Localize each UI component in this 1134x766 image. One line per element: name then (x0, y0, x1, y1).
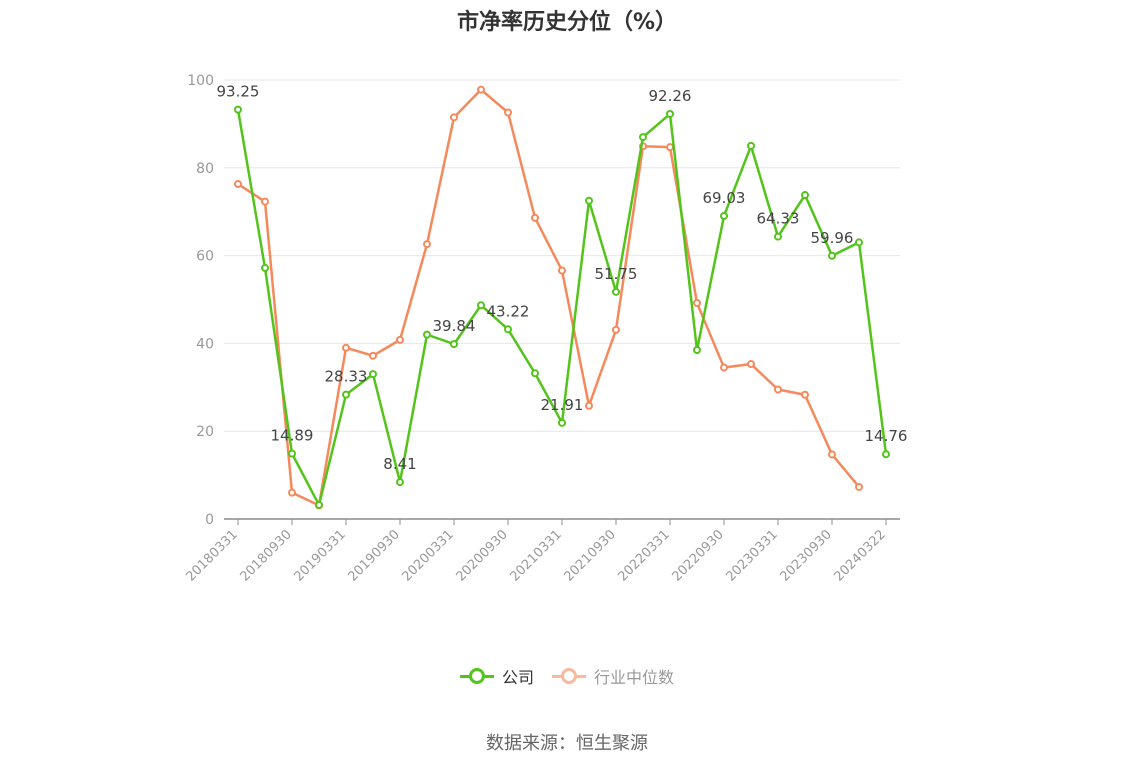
legend-label: 行业中位数 (594, 668, 675, 687)
data-label: 51.75 (595, 265, 638, 283)
data-point[interactable] (612, 325, 620, 334)
data-point[interactable] (450, 340, 458, 349)
data-point[interactable] (774, 232, 782, 241)
y-tick-label: 40 (196, 336, 214, 352)
data-point[interactable] (720, 363, 728, 372)
data-point[interactable] (855, 482, 863, 491)
data-point[interactable] (801, 390, 809, 399)
series-line (236, 109, 888, 507)
x-tick-label: 20180331 (183, 527, 240, 584)
data-point[interactable] (882, 450, 890, 459)
data-point[interactable] (234, 105, 242, 114)
data-point[interactable] (693, 345, 701, 354)
data-point[interactable] (423, 330, 431, 339)
data-label: 64.33 (757, 210, 800, 228)
data-point[interactable] (612, 287, 620, 296)
data-point[interactable] (477, 301, 485, 310)
data-point[interactable] (342, 390, 350, 399)
x-tick-label: 20230930 (777, 527, 834, 584)
data-point[interactable] (774, 385, 782, 394)
data-point[interactable] (315, 500, 323, 509)
legend-swatch-icon (552, 668, 586, 684)
x-tick-label: 20190331 (291, 527, 348, 584)
data-label: 28.33 (325, 368, 368, 386)
data-point[interactable] (801, 191, 809, 200)
data-label: 43.22 (487, 302, 530, 320)
x-tick-label: 20180930 (237, 527, 294, 584)
x-tick-label: 20200331 (399, 527, 456, 584)
y-tick-label: 80 (196, 161, 214, 177)
data-point[interactable] (855, 238, 863, 247)
data-point[interactable] (504, 325, 512, 334)
data-point[interactable] (585, 196, 593, 205)
data-point[interactable] (288, 488, 296, 497)
data-point[interactable] (585, 401, 593, 410)
data-point[interactable] (666, 109, 674, 118)
series-line (237, 88, 860, 507)
legend-item[interactable]: 行业中位数 (552, 664, 674, 688)
data-point[interactable] (747, 360, 755, 369)
axes: 0 20 40 60 80 100 2018033120180930201903312019… (183, 73, 900, 585)
series-group (234, 85, 890, 510)
y-tick-label: 20 (196, 424, 214, 440)
data-point[interactable] (369, 370, 377, 379)
data-point[interactable] (396, 335, 404, 344)
data-point[interactable] (261, 263, 269, 272)
x-tick-label: 20210930 (561, 527, 618, 584)
x-tick-label: 20230331 (723, 527, 780, 584)
data-label: 21.91 (541, 396, 584, 414)
data-point[interactable] (531, 369, 539, 378)
data-point[interactable] (369, 351, 377, 360)
data-label: 8.41 (383, 455, 416, 473)
data-point[interactable] (558, 418, 566, 427)
data-point[interactable] (828, 251, 836, 260)
data-label: 92.26 (649, 87, 692, 105)
x-tick-label: 20200930 (453, 527, 510, 584)
data-point[interactable] (342, 343, 350, 352)
data-point[interactable] (747, 141, 755, 150)
data-point[interactable] (693, 299, 701, 308)
data-point[interactable] (423, 240, 431, 249)
x-tick-label: 20210331 (507, 527, 564, 584)
data-label: 59.96 (811, 229, 854, 247)
y-tick-label: 60 (196, 249, 214, 265)
data-label: 14.89 (271, 427, 314, 445)
data-point[interactable] (288, 449, 296, 458)
data-point[interactable] (261, 197, 269, 206)
legend-label: 公司 (501, 668, 534, 687)
x-tick-label: 20220930 (669, 527, 726, 584)
data-point[interactable] (450, 113, 458, 122)
data-point[interactable] (720, 211, 728, 220)
data-label: 93.25 (217, 83, 260, 101)
data-point[interactable] (828, 450, 836, 459)
data-point[interactable] (504, 108, 512, 117)
data-point[interactable] (234, 180, 242, 189)
x-tick-label: 20240322 (831, 527, 888, 584)
data-label: 39.84 (433, 317, 476, 335)
chart-title: 市净率历史分位（%） (456, 10, 678, 35)
data-point[interactable] (639, 133, 647, 142)
data-point[interactable] (558, 266, 566, 275)
y-tick-label: 0 (205, 512, 214, 528)
data-label: 69.03 (703, 189, 746, 207)
x-tick-label: 20190930 (345, 527, 402, 584)
source-note: 数据来源：恒生聚源 (486, 733, 648, 754)
data-point[interactable] (477, 85, 485, 94)
legend-item[interactable]: 公司 (459, 664, 534, 688)
legend: 公司 行业中位数 (0, 664, 1134, 688)
x-tick-label: 20220331 (615, 527, 672, 584)
legend-swatch-icon (459, 668, 494, 684)
data-point[interactable] (666, 143, 674, 152)
data-point[interactable] (531, 213, 539, 222)
data-label: 14.76 (865, 427, 908, 445)
y-tick-label: 100 (187, 73, 214, 89)
data-labels: 93.25 14.89 28.33 8.41 39.84 43.22 21.91 51.75 9… (217, 83, 908, 473)
data-point[interactable] (396, 478, 404, 487)
